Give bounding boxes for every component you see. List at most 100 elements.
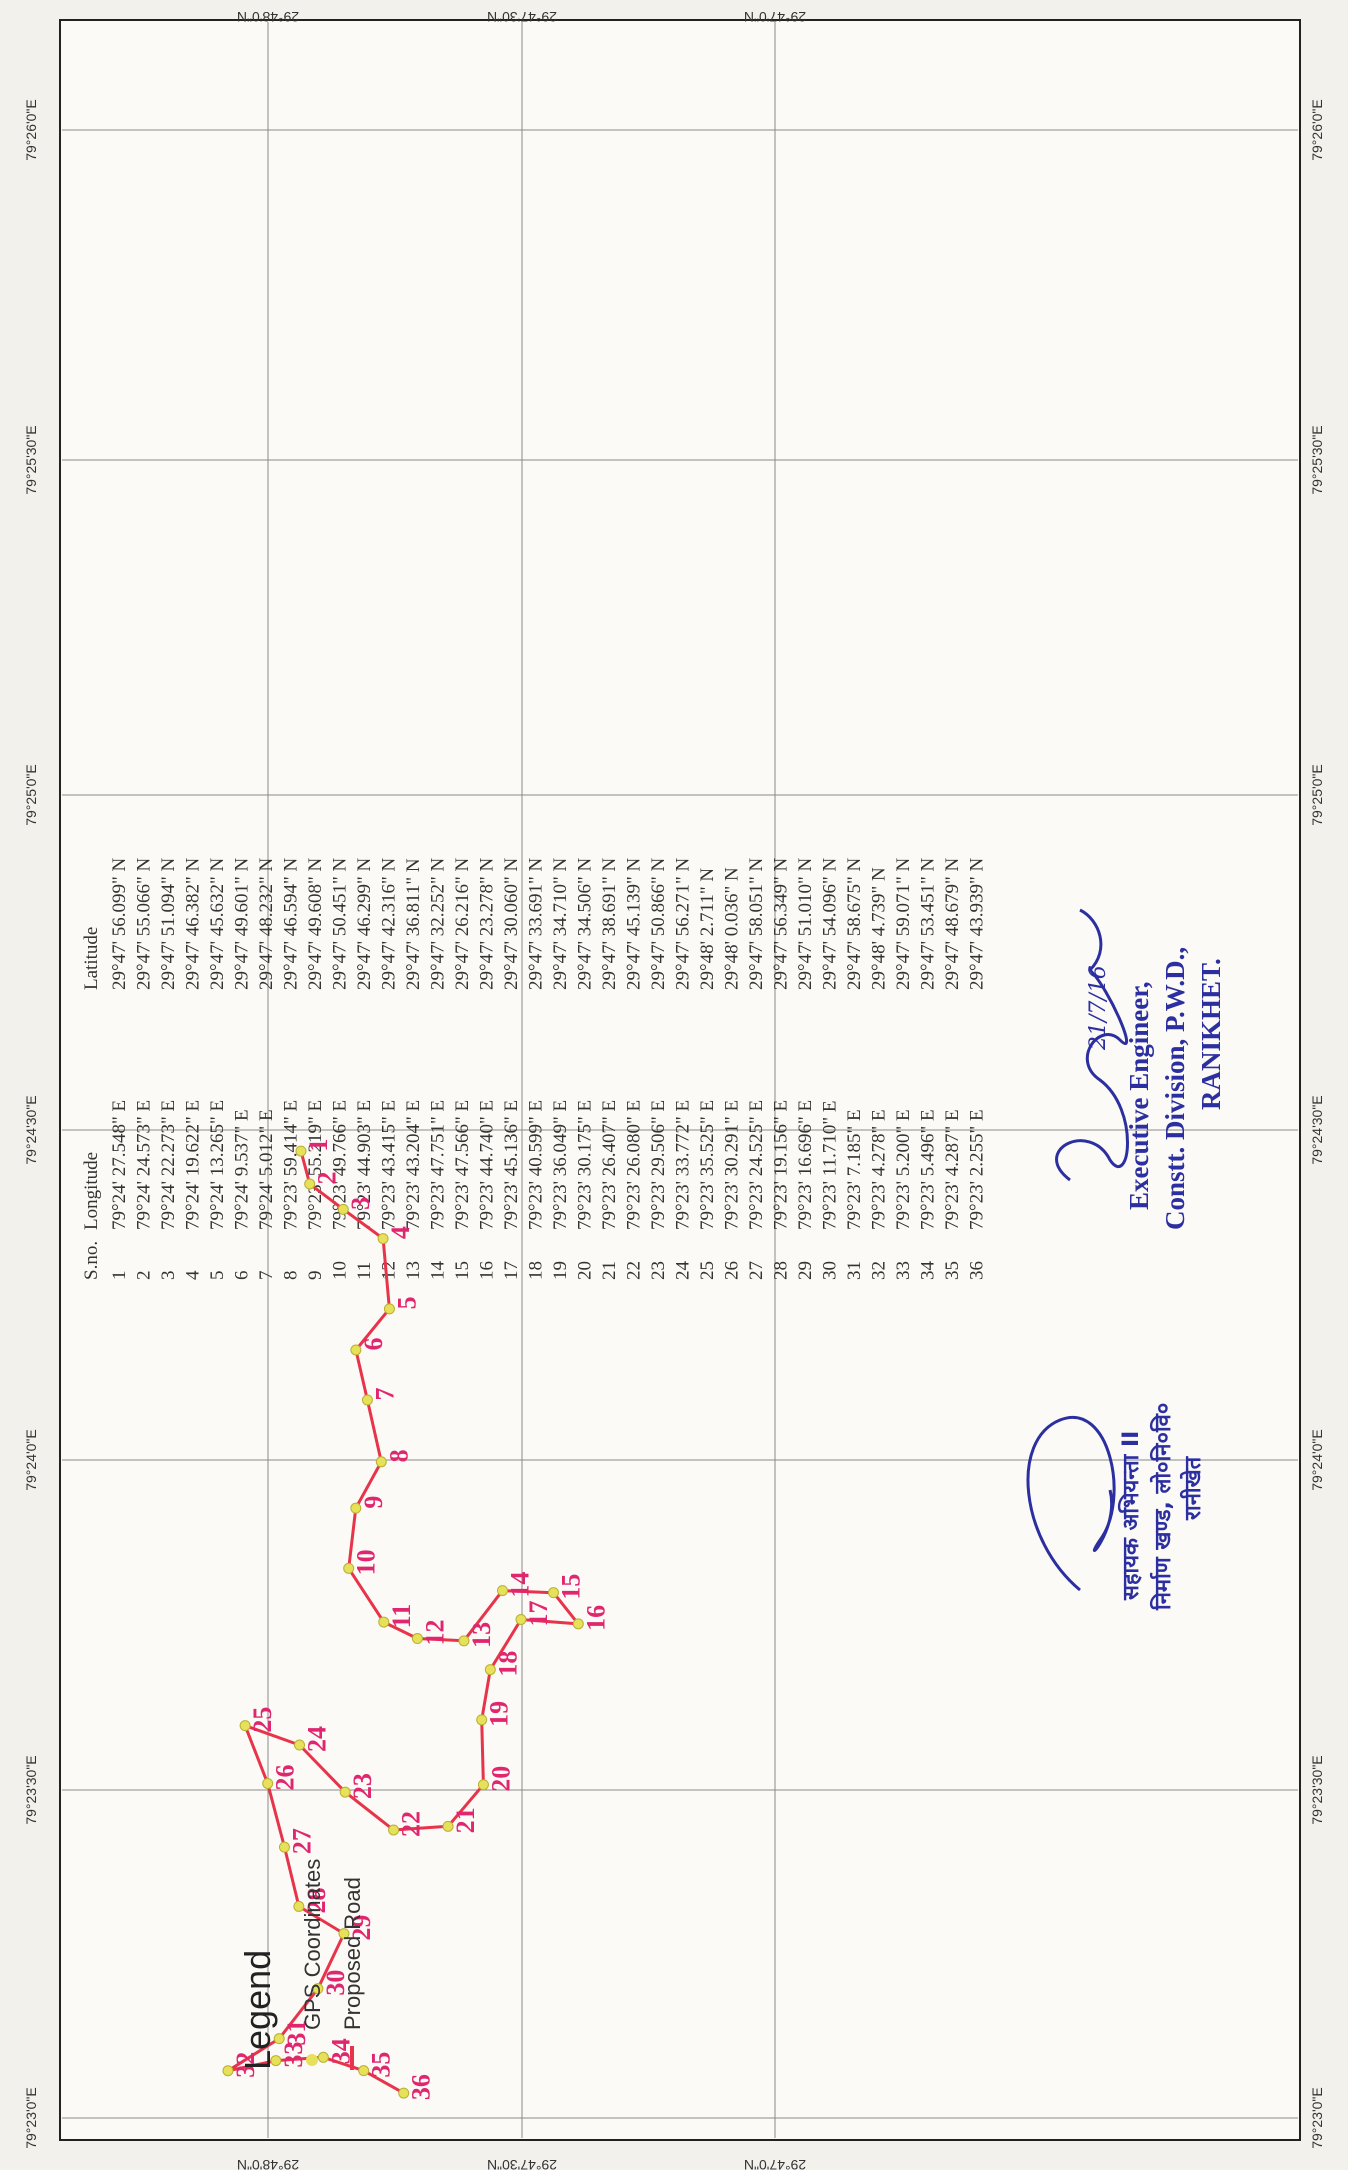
table-cell: 34	[918, 1261, 939, 1281]
table-cell: 31	[844, 1261, 865, 1280]
table-cell: 12	[379, 1261, 400, 1280]
stamp-line-3: रानीखेत	[1179, 1455, 1206, 1521]
table-cell: 79°23' 47.751" E	[428, 1100, 449, 1230]
table-cell: 9	[305, 1271, 326, 1281]
table-cell: 29°47' 51.010" N	[795, 857, 816, 990]
table-cell: 29°47' 58.051" N	[746, 857, 767, 990]
point-label: 19	[485, 1701, 514, 1727]
latitude-tick-label-bottom: 29°47'0"N	[744, 2157, 806, 2170]
gps-point	[442, 1820, 454, 1832]
table-cell: 79°23' 44.903" E	[354, 1100, 375, 1230]
point-label: 22	[397, 1811, 426, 1837]
table-cell: 29°47' 55.066" N	[134, 857, 155, 990]
point-label: 18	[493, 1651, 522, 1677]
gps-point	[377, 1233, 389, 1245]
point-label: 12	[420, 1620, 449, 1646]
gps-point	[278, 1841, 290, 1853]
table-cell: 29°47' 49.608" N	[305, 857, 326, 990]
longitude-tick-label-right: 79°24'0"E	[1309, 1429, 1325, 1491]
table-cell: 29°47' 46.299" N	[354, 857, 375, 990]
longitude-tick-label-right: 79°26'0"E	[1309, 99, 1325, 161]
table-cell: 29°48' 4.739" N	[869, 867, 890, 990]
gps-point	[270, 2055, 282, 2067]
table-cell: 24	[673, 1261, 694, 1281]
table-cell: 6	[232, 1271, 253, 1281]
point-label: 17	[524, 1600, 553, 1626]
table-cell: 17	[501, 1261, 522, 1280]
point-label: 5	[392, 1296, 421, 1309]
proposed-road	[226, 1149, 580, 2095]
table-cell: 29°47' 50.866" N	[648, 857, 669, 990]
table-cell: 22	[624, 1261, 645, 1280]
signature-line-2: Constt. Division, P.W.D.,	[1160, 947, 1190, 1230]
table-cell: 29°47' 38.691" N	[599, 857, 620, 990]
point-label: 4	[386, 1226, 415, 1239]
gps-point	[398, 2087, 410, 2099]
point-label: 13	[467, 1622, 496, 1648]
point-label: 9	[359, 1496, 388, 1509]
table-cell: 29°47' 49.601" N	[232, 857, 253, 990]
point-label: 26	[271, 1764, 300, 1790]
table-cell: 79°23' 7.185" E	[844, 1109, 865, 1230]
table-cell: 29°47' 46.382" N	[183, 857, 204, 990]
gps-point	[295, 1145, 307, 1157]
gps-point	[317, 2051, 329, 2063]
gps-point	[378, 1616, 390, 1628]
legend-road-label: Proposed Road	[340, 1877, 365, 2030]
gps-point	[458, 1635, 470, 1647]
gps-point	[343, 1562, 355, 1574]
table-cell: 29°47' 45.632" N	[207, 857, 228, 990]
table-cell: 29°47' 59.071" N	[893, 857, 914, 990]
table-cell: 29°47' 50.451" N	[330, 857, 351, 990]
gps-point	[350, 1502, 362, 1514]
table-cell: 29°47' 53.451" N	[918, 857, 939, 990]
point-label: 14	[505, 1572, 534, 1598]
table-cell: 29°47' 42.316" N	[379, 857, 400, 990]
table-cell: 29°47' 56.099" N	[109, 857, 130, 990]
gps-point	[262, 1777, 274, 1789]
table-header: S.no.	[81, 1241, 102, 1280]
table-cell: 79°24' 22.273" E	[158, 1100, 179, 1230]
gps-point	[572, 1618, 584, 1630]
longitude-tick-label-left: 79°25'0"E	[23, 764, 39, 826]
table-cell: 33	[893, 1261, 914, 1280]
table-cell: 25	[697, 1261, 718, 1280]
point-label: 33	[279, 2042, 308, 2068]
table-cell: 79°23' 5.496" E	[918, 1109, 939, 1230]
point-label: 15	[556, 1574, 585, 1600]
table-cell: 21	[599, 1261, 620, 1280]
table-cell: 79°23' 5.200" E	[893, 1109, 914, 1230]
longitude-tick-label-right: 79°25'0"E	[1309, 764, 1325, 826]
table-cell: 1	[109, 1271, 130, 1281]
stamp-line-2: निर्माण खण्ड, लो०नि०वि०	[1149, 1403, 1176, 1611]
table-cell: 5	[207, 1271, 228, 1281]
table-cell: 79°24' 5.012" E	[256, 1109, 277, 1230]
gps-point	[350, 1344, 362, 1356]
table-cell: 79°23' 4.278" E	[869, 1109, 890, 1230]
table-cell: 29°47' 34.506" N	[575, 857, 596, 990]
point-label: 11	[387, 1604, 416, 1629]
gps-point	[239, 1720, 251, 1732]
table-cell: 36	[967, 1261, 988, 1280]
gps-point	[361, 1394, 373, 1406]
longitude-tick-label-right: 79°23'30"E	[1309, 1755, 1325, 1824]
table-cell: 29°47' 23.278" N	[477, 857, 498, 990]
longitude-tick-label-right: 79°25'30"E	[1309, 425, 1325, 494]
table-cell: 30	[820, 1261, 841, 1280]
signature-line-1: Executive Engineer,	[1124, 982, 1154, 1211]
signature-line-3: RANIKHET.	[1196, 958, 1226, 1110]
table-cell: 29°47' 46.594" N	[281, 857, 302, 990]
table-cell: 29°47' 33.691" N	[526, 857, 547, 990]
table-cell: 14	[428, 1261, 449, 1281]
table-cell: 79°23' 19.156" E	[771, 1100, 792, 1230]
gps-point	[312, 1983, 324, 1995]
signature-scribble	[1055, 908, 1129, 1182]
table-cell: 79°23' 43.415" E	[379, 1100, 400, 1230]
table-cell: 79°23' 26.407" E	[599, 1100, 620, 1230]
table-cell: 10	[330, 1261, 351, 1280]
point-label: 2	[313, 1171, 342, 1184]
legend-gps-swatch	[306, 2054, 318, 2066]
table-cell: 79°23' 45.136" E	[501, 1100, 522, 1230]
gps-point	[388, 1824, 400, 1836]
table-cell: 79°24' 24.573" E	[134, 1100, 155, 1230]
